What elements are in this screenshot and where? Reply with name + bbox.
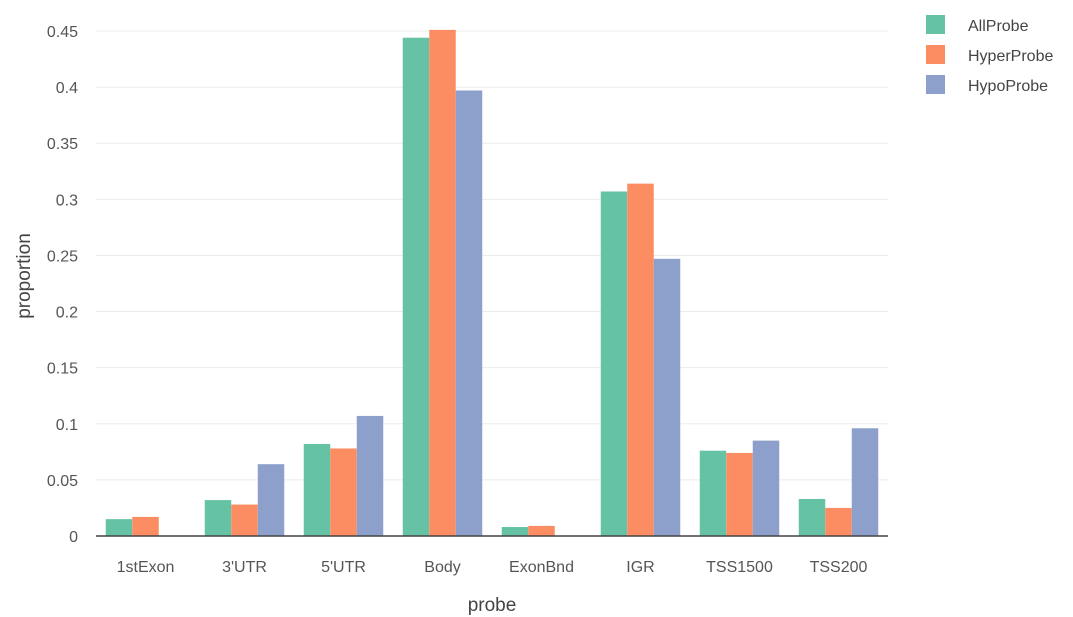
bar[interactable] — [257, 464, 285, 536]
bar[interactable] — [132, 516, 159, 536]
bar[interactable] — [402, 37, 430, 536]
bar[interactable] — [204, 500, 232, 536]
x-tick-label: TSS1500 — [706, 559, 773, 576]
y-tick-label: 0.15 — [47, 361, 78, 378]
legend-swatch — [926, 15, 945, 34]
y-tick-label: 0.2 — [56, 305, 78, 322]
x-tick-label: ExonBnd — [509, 559, 574, 576]
y-axis-title: proportion — [14, 233, 35, 319]
legend-swatch — [926, 45, 945, 64]
bar[interactable] — [653, 258, 681, 536]
x-tick-label: 1stExon — [117, 559, 175, 576]
y-tick-label: 0.45 — [47, 24, 78, 41]
y-tick-label: 0.1 — [56, 417, 78, 434]
bar[interactable] — [105, 519, 133, 536]
legend[interactable]: AllProbe HyperProbe HypoProbe — [926, 15, 1053, 95]
bar[interactable] — [429, 29, 456, 536]
y-tick-label: 0.3 — [56, 192, 78, 209]
y-tick-label: 0.35 — [47, 136, 78, 153]
bar[interactable] — [330, 448, 357, 536]
x-tick-label: 3'UTR — [222, 559, 267, 576]
bar[interactable] — [726, 452, 753, 536]
legend-label: HyperProbe — [968, 48, 1053, 65]
y-tick-label: 0 — [69, 529, 78, 546]
y-tick-label: 0.4 — [56, 80, 78, 97]
bar[interactable] — [798, 498, 826, 536]
x-tick-label: 5'UTR — [321, 559, 366, 576]
gridlines — [96, 30, 888, 481]
bars — [105, 29, 879, 536]
bar[interactable] — [303, 443, 331, 536]
legend-swatch — [926, 75, 945, 94]
y-tick-label: 0.25 — [47, 248, 78, 265]
bar[interactable] — [627, 183, 654, 536]
legend-label: HypoProbe — [968, 78, 1048, 95]
bar[interactable] — [825, 507, 852, 536]
legend-label: AllProbe — [968, 18, 1029, 35]
bar[interactable] — [231, 504, 258, 536]
legend-item[interactable]: AllProbe — [926, 15, 1029, 35]
x-axis-ticks: 1stExon 3'UTR 5'UTR Body ExonBnd IGR TSS1500 TS… — [117, 559, 868, 576]
x-tick-label: TSS200 — [810, 559, 868, 576]
legend-item[interactable]: HyperProbe — [926, 45, 1053, 65]
bar[interactable] — [600, 191, 628, 536]
bar[interactable] — [752, 440, 780, 536]
bar[interactable] — [356, 415, 384, 536]
legend-item[interactable]: HypoProbe — [926, 75, 1048, 95]
y-tick-label: 0.05 — [47, 473, 78, 490]
x-axis-title: probe — [468, 595, 517, 616]
bar[interactable] — [851, 428, 879, 536]
bar[interactable] — [501, 527, 529, 536]
bar[interactable] — [455, 90, 483, 536]
x-tick-label: IGR — [626, 559, 654, 576]
bar[interactable] — [528, 525, 555, 536]
bar[interactable] — [699, 450, 727, 536]
y-axis-ticks: 0 0.05 0.1 0.15 0.2 0.25 0.3 0.35 0.4 0.45 — [47, 24, 78, 546]
x-tick-label: Body — [424, 559, 460, 576]
